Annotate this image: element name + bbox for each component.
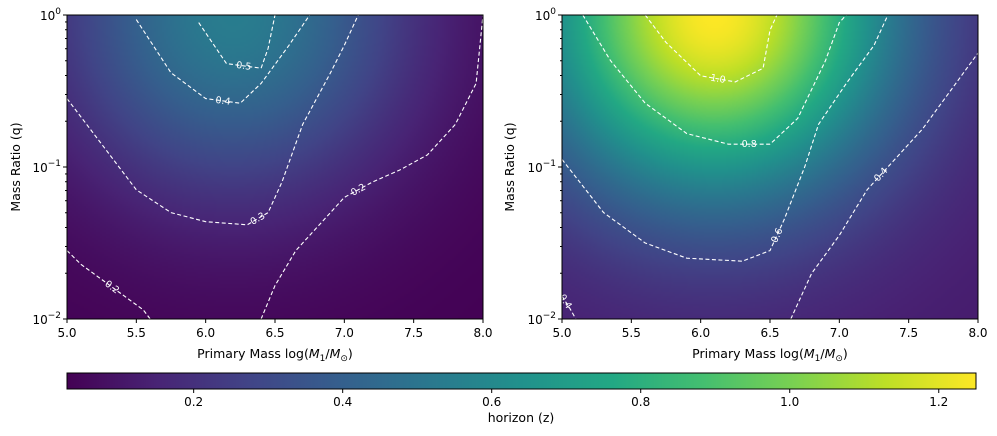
left-x-ticks: 5.0 5.5 6.0 6.5 7.0 7.5 8.0 [57,319,493,340]
left-heatmap-panel: 0.20.20.30.40.5 5.0 5.5 6.0 6.5 7.0 7.5 8.0 10… [8,7,493,364]
x-tick-label: 6.5 [265,326,284,340]
contour-line-1.0 [644,15,778,83]
x-tick-label: 7.5 [899,326,918,340]
right-x-axis-label: Primary Mass log(M1/M⊙) [692,346,848,364]
x-tick-label: 8.0 [968,326,987,340]
y-tick-label: 10−1 [32,159,61,175]
y-tick-label: 100 [535,7,556,23]
left-y-ticks: 10−2 10−1 100 [32,7,67,327]
left-y-axis-label: Mass Ratio (q) [8,122,23,211]
contour-line-0.5 [198,15,276,69]
contour-label-1.0: 1.0 [710,73,727,86]
right-heatmap-panel: 0.40.40.60.81.0 5.0 5.5 6.0 6.5 7.0 7.5 8.0 10… [502,7,988,364]
colorbar-gradient [67,373,976,389]
colorbar-frame [66,372,977,390]
contour-label-0.5: 0.5 [236,60,252,73]
contour-line-0.4 [562,295,577,319]
left-x-axis-label: Primary Mass log(M1/M⊙) [197,346,353,364]
contour-line-0.4 [790,52,978,319]
colorbar-tick-label: 1.2 [929,395,948,409]
y-tick-label: 10−2 [32,311,61,327]
x-tick-label: 6.0 [196,326,215,340]
colorbar-tick-label: 0.2 [184,395,203,409]
right-y-ticks: 10−2 10−1 100 [527,7,562,327]
x-tick-label: 8.0 [473,326,492,340]
left-heatmap-field [67,15,483,319]
x-tick-label: 5.5 [127,326,146,340]
right-y-axis-label: Mass Ratio (q) [502,122,517,211]
x-tick-label: 7.5 [404,326,423,340]
colorbar: 0.2 0.4 0.6 0.8 1.0 1.2 horizon (z) [66,372,977,425]
x-tick-label: 7.0 [830,326,849,340]
contour-line-0.4 [135,15,311,104]
contour-line-0.2 [260,15,483,319]
y-tick-label: 100 [40,7,61,23]
x-tick-label: 6.0 [691,326,710,340]
y-tick-label: 10−1 [527,159,556,175]
right-contour-group [562,15,978,319]
left-contour-group [67,15,483,319]
right-heatmap-field [562,15,978,319]
colorbar-tick-label: 0.4 [333,395,352,409]
right-x-ticks: 5.0 5.5 6.0 6.5 7.0 7.5 8.0 [552,319,988,340]
contour-label-0.4: 0.4 [215,95,231,108]
colorbar-tick-label: 1.0 [780,395,799,409]
y-tick-label: 10−2 [527,311,556,327]
contour-label-0.8: 0.8 [742,139,757,150]
x-tick-label: 6.5 [760,326,779,340]
colorbar-tick-label: 0.6 [482,395,501,409]
contour-line-0.8 [582,15,847,145]
x-tick-label: 5.0 [552,326,571,340]
colorbar-label: horizon (z) [488,410,555,425]
colorbar-ticks: 0.2 0.4 0.6 0.8 1.0 1.2 [184,389,948,409]
contour-line-0.3 [67,15,359,226]
x-tick-label: 5.5 [622,326,641,340]
x-tick-label: 5.0 [57,326,76,340]
x-tick-label: 7.0 [335,326,354,340]
contour-line-0.2 [67,250,151,319]
colorbar-tick-label: 0.8 [631,395,650,409]
